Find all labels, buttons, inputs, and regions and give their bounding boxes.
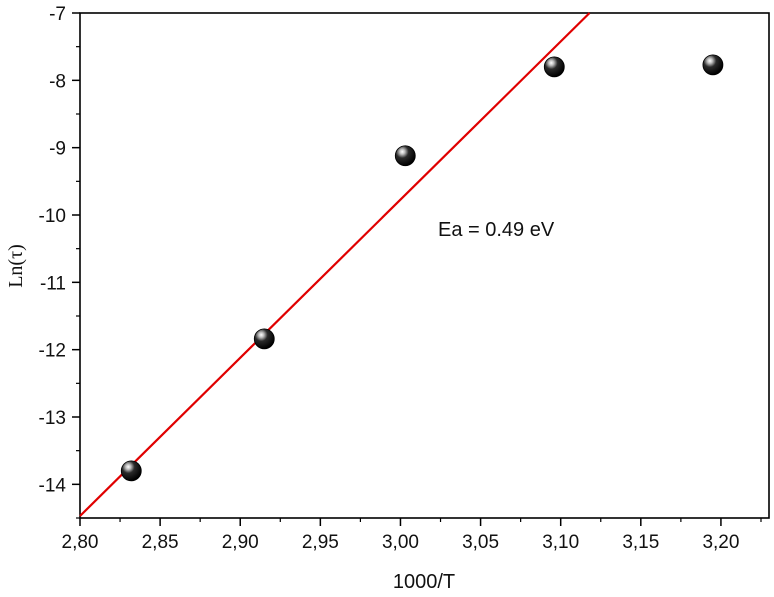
y-tick-label: -11 xyxy=(40,273,66,294)
x-tick-label: 3,00 xyxy=(382,532,419,553)
fit-line xyxy=(79,12,591,517)
x-tick-label: 2,85 xyxy=(142,532,179,553)
y-tick-label: -12 xyxy=(39,341,66,362)
y-tick-label: -10 xyxy=(39,206,66,227)
data-point xyxy=(702,54,724,76)
x-tick-label: 3,15 xyxy=(622,532,659,553)
y-tick-label: -8 xyxy=(49,71,66,92)
activation-energy-annotation: Ea = 0.49 eV xyxy=(438,219,555,241)
data-point xyxy=(120,460,142,482)
plot-frame xyxy=(79,12,770,519)
y-tick-label: -14 xyxy=(39,475,67,496)
x-tick-label: 2,95 xyxy=(302,532,339,553)
x-tick-label: 2,80 xyxy=(62,532,99,553)
y-tick-label: -13 xyxy=(39,408,66,429)
x-tick-label: 3,20 xyxy=(702,532,739,553)
x-axis-title: 1000/T xyxy=(393,571,455,593)
data-point xyxy=(394,145,416,167)
y-tick-label: -9 xyxy=(49,139,66,160)
data-points xyxy=(120,54,724,482)
y-ticks: -14 -13 -12 -11 -10 -9 -8 -7 xyxy=(39,4,80,519)
x-tick-label: 3,05 xyxy=(462,532,499,553)
x-ticks: 2,80 2,85 2,90 2,95 3,00 3,05 3,10 3,15 3,20 xyxy=(62,518,762,553)
data-point xyxy=(253,328,275,350)
x-tick-label: 2,90 xyxy=(222,532,259,553)
y-axis-title: Ln(τ) xyxy=(5,244,27,288)
x-tick-label: 3,10 xyxy=(542,532,579,553)
y-tick-label: -7 xyxy=(49,4,66,25)
data-point xyxy=(543,56,565,78)
